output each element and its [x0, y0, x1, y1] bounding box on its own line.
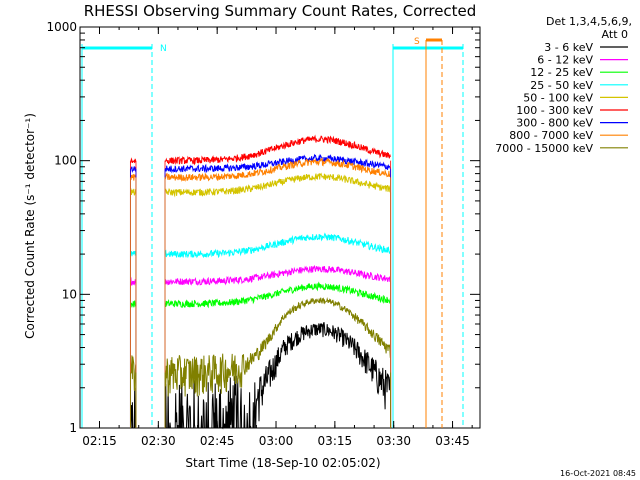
series-line — [130, 264, 391, 286]
legend-title-line-1: Det 1,3,4,5,6,9, — [546, 15, 632, 28]
series-line — [130, 232, 391, 259]
series-line — [130, 281, 391, 309]
series-line — [130, 297, 391, 397]
legend-entry-label: 12 - 25 keV — [530, 66, 593, 79]
flag-label-s: S — [414, 37, 420, 47]
y-axis-label: Corrected Count Rate (s⁻¹ detector⁻¹) — [23, 113, 37, 339]
x-tick-label: 03:00 — [259, 434, 294, 448]
y-tick-label: 1000 — [46, 20, 77, 34]
series-line — [130, 172, 391, 198]
plot-area: NS — [79, 26, 481, 430]
chart-title: RHESSI Observing Summary Count Rates, Co… — [84, 2, 477, 20]
y-tick-label: 10 — [62, 287, 77, 301]
x-tick-label: 02:15 — [82, 434, 117, 448]
legend-entry-label: 25 - 50 keV — [530, 79, 593, 92]
flag-label-n: N — [160, 44, 167, 54]
series-line — [130, 134, 391, 166]
legend-entry-label: 3 - 6 keV — [544, 41, 593, 54]
legend-title-line-2: Att 0 — [602, 28, 628, 41]
legend-entry-label: 6 - 12 keV — [537, 54, 593, 67]
series-line — [130, 157, 391, 182]
x-tick-label: 02:45 — [200, 434, 235, 448]
x-tick-label: 03:30 — [376, 434, 411, 448]
x-tick-label: 02:30 — [141, 434, 176, 448]
legend-entry-label: 7000 - 15000 keV — [495, 142, 593, 155]
x-axis: 02:15 02:30 02:45 03:00 03:15 03:30 03:45 — [82, 27, 473, 448]
date-stamp: 16-Oct-2021 08:45 — [560, 469, 636, 478]
series-line — [130, 322, 391, 430]
legend-entry-label: 50 - 100 keV — [523, 91, 593, 104]
legend-entry-label: 800 - 7000 keV — [509, 129, 593, 142]
y-axis: 1 10 100 1000 — [46, 20, 480, 435]
x-tick-label: 03:45 — [435, 434, 470, 448]
legend-entry-label: 100 - 300 keV — [516, 104, 593, 117]
series-line — [130, 153, 391, 174]
y-tick-label: 100 — [54, 154, 77, 168]
x-tick-label: 03:15 — [318, 434, 353, 448]
legend-entry-label: 300 - 800 keV — [516, 117, 593, 130]
x-axis-label: Start Time (18-Sep-10 02:05:02) — [185, 456, 380, 470]
y-tick-label: 1 — [69, 421, 77, 435]
plot-frame — [79, 26, 481, 429]
